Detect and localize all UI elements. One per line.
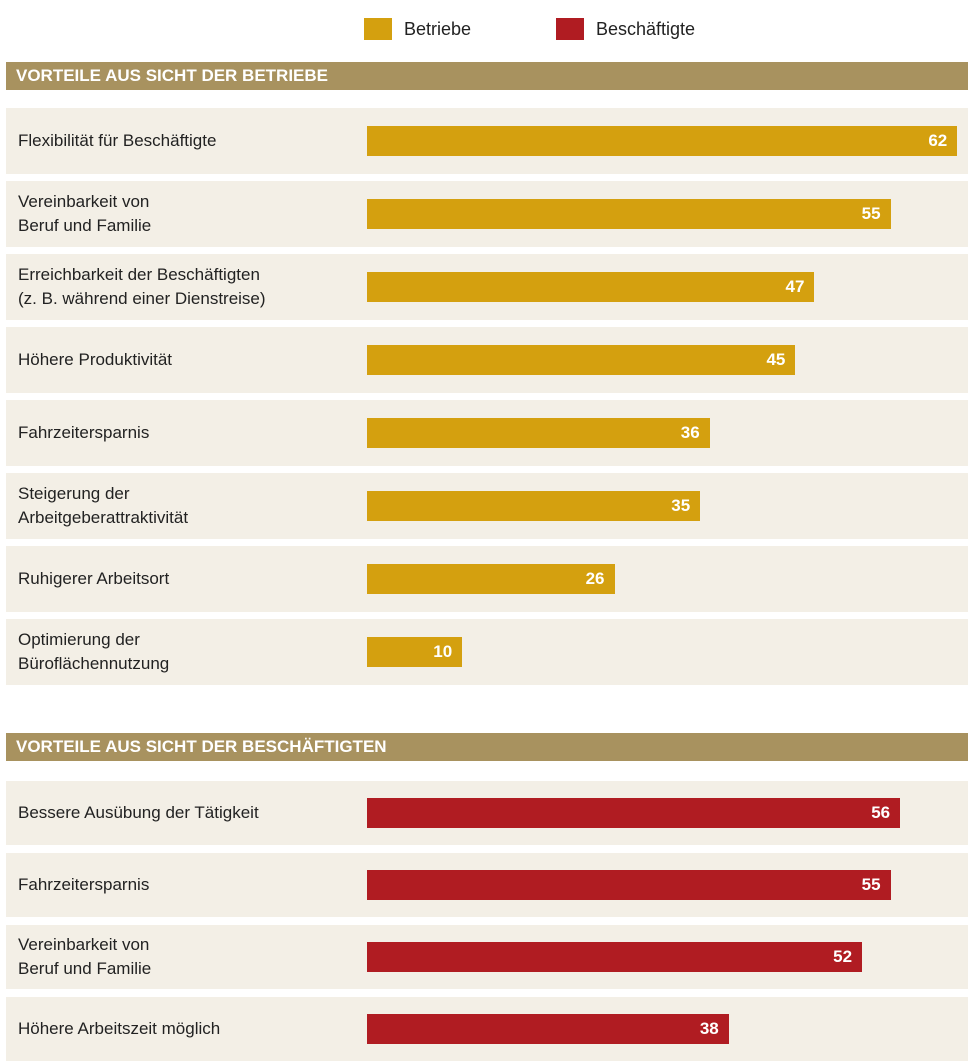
category-label: Vereinbarkeit von Beruf und Familie [18,192,152,235]
row: Fahrzeitersparnis 36 [6,400,968,466]
value-label: 56 [871,803,891,822]
category-label: Optimierung der Büroflächennutzung [18,630,170,673]
value-label: 36 [680,423,700,442]
row: Optimierung der Büroflächennutzung 10 [6,619,968,685]
category-label: Erreichbarkeit der Beschäftigten (z. B. … [18,265,266,308]
value-label: 52 [833,947,853,966]
category-label: Fahrzeitersparnis [18,875,150,894]
value-label: 55 [861,875,881,894]
row: Steigerung der Arbeitgeberattraktivität 3… [6,473,968,539]
value-label: 35 [671,496,691,515]
bar: 55 [367,199,891,229]
row: Ruhigerer Arbeitsort 26 [6,546,968,612]
category-label: Fahrzeitersparnis [18,423,150,442]
legend-label: Betriebe [404,18,472,39]
bar: 47 [367,272,815,302]
bar: 62 [367,126,958,156]
row: Vereinbarkeit von Beruf und Familie 55 [6,181,968,247]
category-label: Bessere Ausübung der Tätigkeit [18,803,259,822]
bar: 38 [367,1014,729,1044]
row: Höhere Produktivität 45 [6,327,968,393]
category-label: Höhere Produktivität [18,350,173,369]
category-label: Ruhigerer Arbeitsort [18,569,170,588]
category-label: Vereinbarkeit von Beruf und Familie [18,935,152,978]
value-label: 26 [585,569,605,588]
legend-item: Betriebe [364,18,471,40]
category-label: Höhere Arbeitszeit möglich [18,1019,221,1038]
bar: 55 [367,870,891,900]
legend-swatch [556,18,584,40]
bar: 45 [367,345,796,375]
value-label: 47 [785,277,805,296]
bar: 36 [367,418,710,448]
value-label: 10 [433,642,453,661]
row: Erreichbarkeit der Beschäftigten (z. B. … [6,254,968,320]
category-label: Steigerung der Arbeitgeberattraktivität [18,484,189,527]
legend-item: Beschäftigte [556,18,695,40]
row: Vereinbarkeit von Beruf und Familie 52 [6,925,968,989]
row: Fahrzeitersparnis 55 [6,853,968,917]
category-label: Flexibilität für Beschäftigte [18,131,217,150]
row: Bessere Ausübung der Tätigkeit 56 [6,781,968,845]
bar: 10 [367,637,463,667]
value-label: 62 [928,131,948,150]
bar: 35 [367,491,701,521]
section-header: VORTEILE AUS SICHT DER BESCHÄFTIGTEN [6,733,968,761]
legend-label: Beschäftigte [596,18,696,39]
legend-swatch [364,18,392,40]
row: Flexibilität für Beschäftigte 62 [6,108,968,174]
section-header: VORTEILE AUS SICHT DER BETRIEBE [6,62,968,90]
bar: 56 [367,798,901,828]
value-label: 45 [766,350,786,369]
bar: 52 [367,942,863,972]
value-label: 38 [699,1019,719,1038]
row: Höhere Arbeitszeit möglich 38 [6,997,968,1061]
value-label: 55 [861,204,881,223]
bar: 26 [367,564,615,594]
